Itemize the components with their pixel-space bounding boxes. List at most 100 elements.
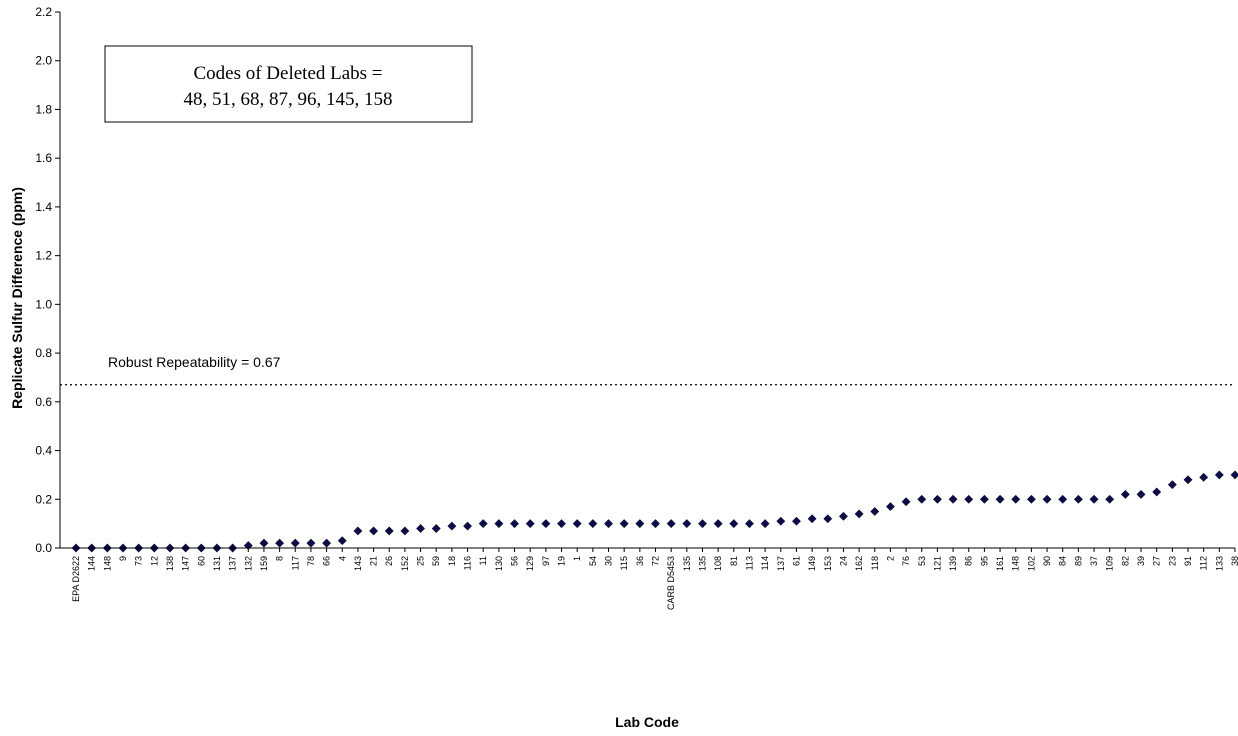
data-point <box>682 519 692 529</box>
y-axis-ticks: 0.0 0.2 0.4 0.6 0.8 1.0 1.2 1.4 1.6 1.8 2.0 2.2 <box>35 5 60 555</box>
x-tick-label: 59 <box>431 556 441 566</box>
legend-line-2: 48, 51, 68, 87, 96, 145, 158 <box>184 89 393 110</box>
x-tick-label: 137 <box>228 556 238 571</box>
x-axis-title: Lab Code <box>615 714 679 730</box>
y-tick-label: 1.6 <box>35 151 52 165</box>
x-tick-label: 54 <box>588 556 598 566</box>
x-tick-label: 25 <box>416 556 426 566</box>
x-tick-label: 38 <box>1230 556 1238 566</box>
data-point <box>494 519 504 529</box>
x-tick-label: 131 <box>212 556 222 571</box>
x-tick-label: 132 <box>243 556 253 571</box>
data-point <box>713 519 723 529</box>
data-point <box>431 524 441 533</box>
data-point <box>1199 472 1209 482</box>
x-tick-label: 139 <box>948 556 958 571</box>
x-tick-label: 108 <box>713 556 723 571</box>
data-point <box>901 497 911 507</box>
x-tick-label: 78 <box>306 556 316 566</box>
data-point <box>1073 494 1083 504</box>
y-tick-label: 0.0 <box>35 541 52 555</box>
legend-box <box>104 45 473 123</box>
y-tick-label: 1.0 <box>35 297 52 311</box>
data-point <box>776 516 786 526</box>
data-point <box>557 519 567 529</box>
x-tick-label: 137 <box>776 556 786 571</box>
data-point <box>588 519 598 529</box>
data-point <box>1026 494 1036 504</box>
x-tick-label: 39 <box>1136 556 1146 566</box>
data-point <box>791 516 801 526</box>
data-point <box>337 536 347 546</box>
data-point <box>979 494 989 504</box>
y-tick-label: 1.8 <box>35 102 52 116</box>
x-tick-label: 2 <box>885 556 895 561</box>
x-tick-label: 113 <box>744 556 754 570</box>
data-point <box>1089 494 1099 504</box>
data-point <box>744 519 754 529</box>
x-tick-label: 53 <box>917 556 927 566</box>
data-point <box>478 519 488 529</box>
x-tick-label: 121 <box>932 556 942 571</box>
x-tick-label: 153 <box>823 556 833 571</box>
data-point <box>932 494 942 504</box>
x-tick-label: 84 <box>1058 556 1068 566</box>
x-tick-label: 24 <box>838 556 848 566</box>
x-tick-label: 12 <box>149 556 159 566</box>
x-tick-label: 90 <box>1042 556 1052 566</box>
x-tick-label: 148 <box>102 556 112 571</box>
data-point <box>1152 487 1162 497</box>
data-point <box>807 514 817 524</box>
data-point <box>259 538 269 548</box>
x-tick-label: 135 <box>682 556 692 571</box>
x-tick-label: 9 <box>118 556 128 561</box>
x-tick-label: 73 <box>134 556 144 566</box>
data-point <box>275 538 285 548</box>
data-point <box>1058 494 1068 504</box>
x-tick-label: 60 <box>196 556 206 566</box>
y-axis-title: Replicate Sulfur Difference (ppm) <box>9 187 25 409</box>
data-point <box>917 494 927 504</box>
x-tick-label: 23 <box>1167 556 1177 566</box>
reference-line-label: Robust Repeatability = 0.67 <box>108 354 281 370</box>
x-tick-label: 21 <box>369 556 379 566</box>
data-point <box>729 519 739 529</box>
x-tick-label: 144 <box>87 556 97 571</box>
data-point <box>854 509 864 519</box>
data-point <box>760 519 770 529</box>
x-tick-label: 118 <box>870 556 880 570</box>
y-tick-label: 1.2 <box>35 249 52 263</box>
data-point <box>1183 475 1193 485</box>
x-tick-label: 133 <box>1214 556 1224 571</box>
x-tick-label: 27 <box>1152 556 1162 566</box>
x-tick-label: 159 <box>259 556 269 571</box>
x-tick-label: 30 <box>604 556 614 566</box>
x-tick-label: 89 <box>1073 556 1083 566</box>
x-tick-label: 143 <box>353 556 363 571</box>
x-tick-label: 138 <box>165 556 175 571</box>
x-axis-ticks: EPA D2622 144 148 9 73 12 138 147 60 131 137 132 159… <box>71 548 1238 610</box>
data-point <box>870 506 880 516</box>
data-point <box>651 519 660 529</box>
x-tick-label: 8 <box>275 556 285 561</box>
y-tick-label: 0.4 <box>35 444 52 458</box>
x-tick-label: 4 <box>337 556 347 561</box>
data-point <box>463 521 473 531</box>
x-tick-label: 135 <box>697 556 707 571</box>
data-point <box>572 519 582 529</box>
y-tick-label: 0.8 <box>35 346 52 360</box>
x-tick-label: 116 <box>463 556 473 570</box>
x-tick-label: 149 <box>807 556 817 571</box>
x-tick-label: 148 <box>1011 556 1021 571</box>
x-tick-label: 81 <box>729 556 739 566</box>
x-tick-label: 117 <box>290 556 300 570</box>
data-point <box>964 494 974 504</box>
x-tick-label: 97 <box>541 556 551 566</box>
x-tick-label: 112 <box>1199 556 1209 570</box>
x-tick-label: CARB D5453 <box>666 556 676 610</box>
x-tick-label: 37 <box>1089 556 1099 566</box>
x-tick-label: 36 <box>635 556 645 566</box>
data-point <box>604 519 613 529</box>
data-point <box>290 538 300 548</box>
